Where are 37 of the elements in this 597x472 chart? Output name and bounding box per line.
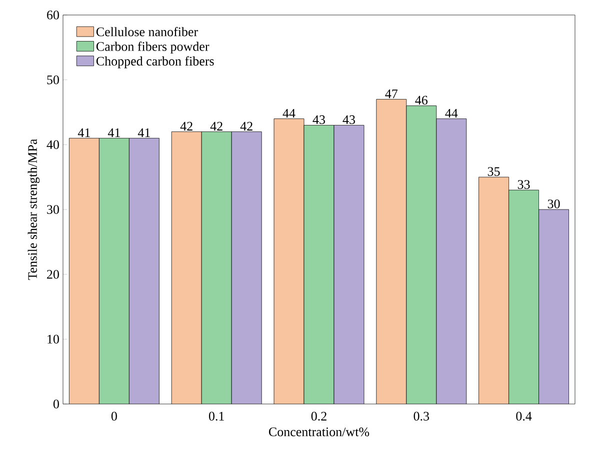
x-tick-label: 0.2 bbox=[311, 412, 326, 421]
y-axis-title: Tensile shear strength/MPa bbox=[28, 138, 40, 280]
x-axis-title: Concentration/wt% bbox=[268, 428, 370, 436]
data-label: 42 bbox=[240, 122, 252, 130]
data-label: 35 bbox=[488, 167, 500, 176]
legend-label: Cellulose nanofiber bbox=[96, 26, 198, 36]
y-tick-label: 30 bbox=[47, 205, 59, 214]
data-label: 46 bbox=[415, 96, 428, 105]
y-tick-label: 20 bbox=[47, 270, 59, 279]
data-label: 41 bbox=[108, 128, 120, 137]
y-tick-label: 40 bbox=[46, 140, 59, 150]
data-label: 41 bbox=[78, 128, 90, 137]
y-tick-label: 60 bbox=[47, 10, 59, 20]
bar bbox=[171, 132, 202, 404]
data-label: 42 bbox=[210, 122, 222, 130]
bar bbox=[478, 176, 509, 404]
bar bbox=[69, 138, 100, 404]
x-tick-label: 0.4 bbox=[516, 412, 532, 421]
y-tick-label: 10 bbox=[48, 334, 59, 344]
y-tick-label: 0 bbox=[53, 400, 59, 408]
data-label: 43 bbox=[342, 115, 355, 124]
data-label: 43 bbox=[312, 115, 325, 124]
x-tick-label: 0.1 bbox=[208, 412, 224, 421]
data-label: 30 bbox=[548, 200, 560, 208]
data-label: 42 bbox=[180, 122, 192, 130]
data-label: 44 bbox=[282, 108, 296, 118]
data-label: 44 bbox=[445, 108, 458, 118]
bar bbox=[274, 118, 304, 404]
y-tick-label: 50 bbox=[47, 75, 59, 84]
legend-label: Chopped carbon fibers bbox=[96, 56, 214, 68]
x-tick-label: 0 bbox=[111, 412, 117, 421]
legend-label: Carbon fibers powder bbox=[96, 42, 210, 54]
x-tick-label: 0.3 bbox=[414, 412, 430, 421]
data-label: 47 bbox=[385, 90, 398, 98]
bar bbox=[376, 99, 407, 404]
data-label: 33 bbox=[518, 180, 530, 189]
data-label: 41 bbox=[138, 128, 150, 137]
